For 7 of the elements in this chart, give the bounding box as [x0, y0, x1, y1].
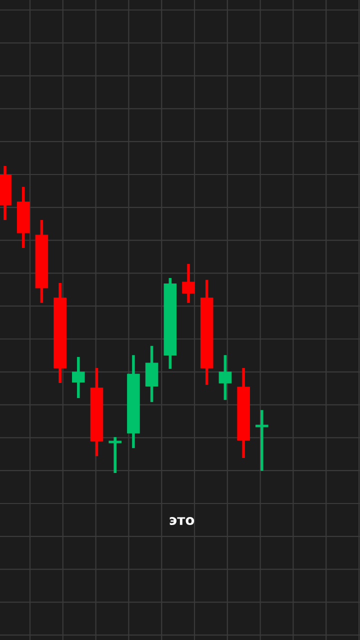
candlestick	[108, 436, 122, 474]
text: это	[170, 517, 194, 526]
candlestick	[255, 408, 268, 472]
candlestick	[182, 262, 195, 304]
candlestick	[72, 356, 85, 400]
candlestick	[218, 354, 232, 402]
candlestick	[145, 344, 158, 404]
